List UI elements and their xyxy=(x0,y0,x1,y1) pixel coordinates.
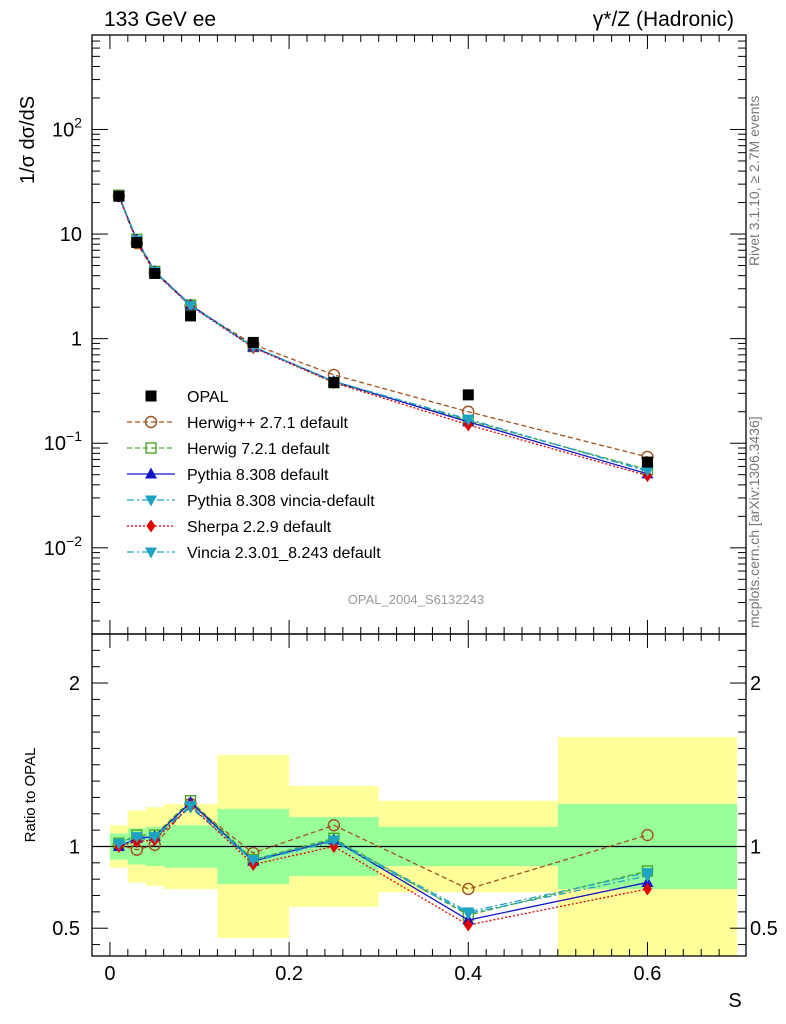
ratio-point-vincia-2-3-01-8-243-default xyxy=(462,907,475,919)
main-series-vincia-2-3-01-8-243-default xyxy=(112,190,654,477)
y-tick-label: 10−1 xyxy=(44,428,82,455)
legend-marker xyxy=(145,390,157,402)
ratio-line-herwig-7-2-1-default xyxy=(118,799,648,916)
legend-entry-pythia-8-308-default: Pythia 8.308 default xyxy=(127,467,329,484)
ratio-point-vincia-2-3-01-8-243-default xyxy=(184,801,197,813)
process-label: γ*/Z (Hadronic) xyxy=(592,8,734,31)
data-point xyxy=(328,377,340,389)
ratio-point-herwig-2-7-1-default xyxy=(327,819,341,832)
data-point xyxy=(185,310,197,322)
legend-entry-sherpa-2-2-9-default: Sherpa 2.2.9 default xyxy=(127,519,332,536)
legend-entry-pythia-8-308-vincia-default: Pythia 8.308 vincia-default xyxy=(127,493,375,510)
data-point xyxy=(113,190,125,202)
ratio-point-vincia-2-3-01-8-243-default xyxy=(327,835,340,847)
ratio-y-tick-label-right: 1 xyxy=(750,836,761,858)
x-tick-label: 0.4 xyxy=(454,963,482,985)
ratio-point-herwig-2-7-1-default xyxy=(641,828,654,842)
ratio-line-herwig-2-7-1-default xyxy=(118,803,648,890)
ratio-point-vincia-2-3-01-8-243-default xyxy=(148,832,161,844)
ratio-point-sherpa-2-2-9-default xyxy=(463,918,473,932)
ratio-y-tick-label: 1 xyxy=(69,836,80,858)
legend-label: Sherpa 2.2.9 default xyxy=(187,519,332,536)
legend-marker xyxy=(145,467,157,479)
ratio-point-vincia-2-3-01-8-243-default xyxy=(247,855,260,867)
ratio-point-vincia-2-3-01-8-243-default xyxy=(641,868,654,880)
ratio-y-tick-label-right: 0.5 xyxy=(750,918,778,940)
legend-label: Herwig 7.2.1 default xyxy=(187,441,330,458)
ratio-line-vincia-2-3-01-8-243-default xyxy=(118,804,648,913)
y-tick-label: 102 xyxy=(52,114,82,141)
ratio-plot: 0 0.2 0.4 0.6 S 0.5 0.5 1 1 2 2 Ratio to OPAL xyxy=(22,35,778,1012)
analysis-id: OPAL_2004_S6132243 xyxy=(348,592,484,607)
main-point-vincia-2-3-01-8-243-default xyxy=(462,415,475,427)
ratio-point-sherpa-2-2-9-default xyxy=(329,839,339,853)
y-axis-ticks xyxy=(92,34,746,622)
x-axis-label: S xyxy=(728,990,741,1012)
legend-entry-herwig-2-7-1-default: Herwig++ 2.7.1 default xyxy=(127,415,349,432)
y-tick-label: 10 xyxy=(60,224,82,246)
legend-label: Herwig++ 2.7.1 default xyxy=(187,415,349,432)
legend-marker xyxy=(145,442,157,454)
legend-marker xyxy=(145,495,157,507)
x-tick-label: 0.6 xyxy=(634,963,662,985)
y-tick-label: 1 xyxy=(71,329,82,351)
data-point xyxy=(149,267,161,279)
ratio-y-tick-label: 2 xyxy=(69,673,80,695)
ratio-point-vincia-2-3-01-8-243-default xyxy=(112,838,125,850)
ratio-y-ticks xyxy=(92,649,746,946)
data-point xyxy=(131,237,143,249)
ratio-plot-frame xyxy=(91,633,747,957)
data-point xyxy=(462,389,474,401)
energy-label: 133 GeV ee xyxy=(104,8,217,31)
legend-label: OPAL xyxy=(187,389,229,406)
x-axis-ticks xyxy=(109,35,720,956)
ratio-y-tick-label: 0.5 xyxy=(52,918,80,940)
main-line-vincia-2-3-01-8-243-default xyxy=(118,195,648,472)
ratio-point-sherpa-2-2-9-default xyxy=(642,882,652,896)
legend-marker xyxy=(145,547,157,559)
main-line-pythia-8-308-default xyxy=(118,195,648,475)
data-point xyxy=(247,336,259,348)
legend-marker xyxy=(146,519,156,533)
legend-label: Pythia 8.308 default xyxy=(187,467,329,484)
ratio-series-vincia-2-3-01-8-243-default xyxy=(112,801,654,919)
legend: OPAL Herwig++ 2.7.1 default Herwig 7.2.1 d… xyxy=(127,389,381,562)
main-point-vincia-2-3-01-8-243-default xyxy=(641,465,654,477)
legend-entry-vincia-2-3-01-8-243-default: Vincia 2.3.01_8.243 default xyxy=(127,545,381,562)
main-point-vincia-2-3-01-8-243-default xyxy=(184,301,197,313)
legend-label: Pythia 8.308 vincia-default xyxy=(187,493,375,510)
legend-marker xyxy=(144,415,158,429)
main-plot: 10−2 10−1 1 10 102 1/σ dσ/dS OPAL_2004_S613224… xyxy=(17,34,747,635)
x-tick-label: 0 xyxy=(104,963,115,985)
data-point xyxy=(641,456,653,468)
main-series-data xyxy=(113,190,653,468)
ratio-y-tick-label-right: 2 xyxy=(750,673,761,695)
main-series-pythia-8-308-default xyxy=(112,189,654,479)
main-series-pythia-8-308-vincia-default xyxy=(112,191,654,478)
legend-entry-opal: OPAL xyxy=(145,389,229,406)
y-tick-label: 10−2 xyxy=(44,533,82,560)
legend-entry-herwig-7-2-1-default: Herwig 7.2.1 default xyxy=(127,441,330,458)
ratio-point-vincia-2-3-01-8-243-default xyxy=(130,832,143,844)
main-line-sherpa-2-2-9-default xyxy=(118,195,648,477)
y-axis-label: 1/σ dσ/dS xyxy=(17,96,39,184)
legend-label: Vincia 2.3.01_8.243 default xyxy=(187,545,381,562)
x-tick-label: 0.2 xyxy=(275,963,303,985)
ratio-y-axis-label: Ratio to OPAL xyxy=(22,748,39,843)
ratio-point-herwig-2-7-1-default xyxy=(462,882,475,896)
